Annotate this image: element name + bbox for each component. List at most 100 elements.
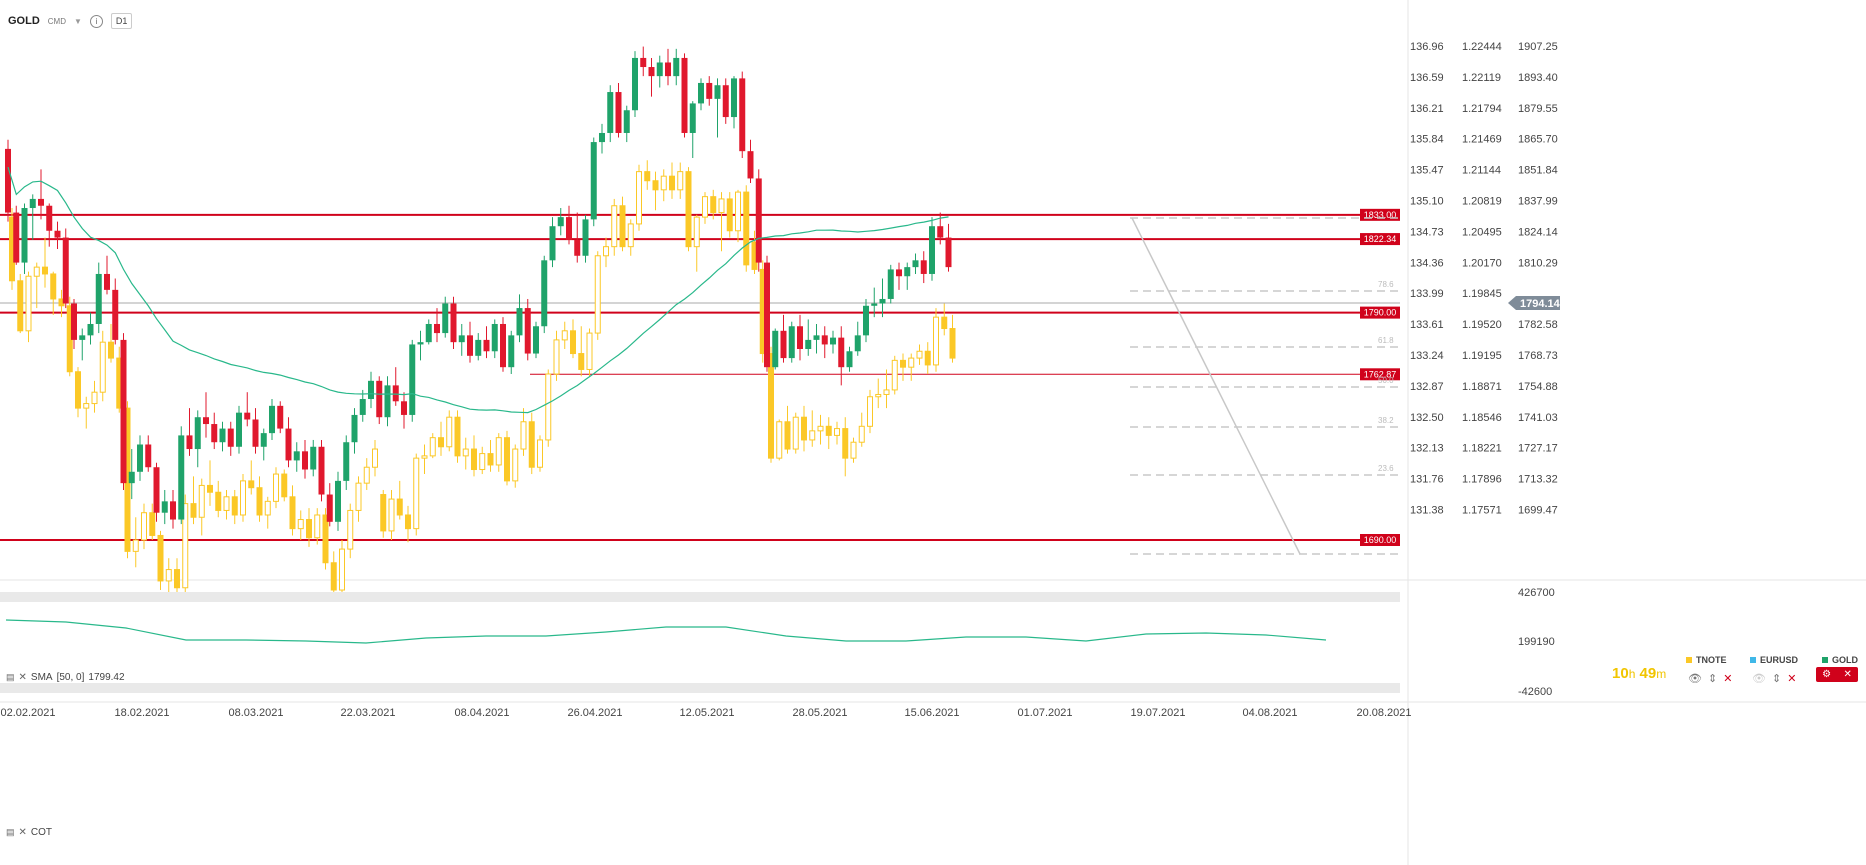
gold-candle	[392, 385, 399, 402]
tnote-candle	[520, 421, 527, 450]
gold-candle	[640, 57, 647, 68]
tnote-candle	[809, 430, 816, 441]
eurusd-axis-tick: 1.21144	[1462, 165, 1501, 177]
eye-icon[interactable]: 👁	[1688, 673, 1702, 685]
eurusd-axis-tick: 1.18546	[1462, 412, 1502, 424]
tnote-axis-tick: 135.47	[1410, 165, 1444, 177]
gold-axis-tick: 1713.32	[1518, 474, 1558, 486]
gold-candle	[153, 467, 160, 513]
gold-candle	[277, 405, 284, 429]
gold-candle	[574, 239, 581, 256]
gold-candle	[269, 405, 275, 434]
tnote-candle	[817, 425, 824, 432]
gold-candle	[458, 335, 465, 343]
gold-candle	[937, 226, 944, 238]
gold-candle	[425, 323, 432, 343]
gold-series-controls[interactable]: ⚙ ✕	[1816, 667, 1858, 682]
gold-axis-tick: 1865.70	[1518, 134, 1558, 146]
tnote-candle	[25, 275, 32, 332]
tnote-candle	[50, 273, 57, 300]
x-axis-tick: 02.02.2021	[0, 707, 55, 719]
gold-candle	[665, 62, 671, 77]
tnote-candle	[355, 482, 362, 511]
indicator-menu-icon[interactable]: ▤	[6, 672, 15, 682]
close-icon[interactable]: ✕	[18, 672, 27, 683]
tnote-axis-tick: 136.21	[1410, 103, 1444, 115]
gold-candle	[302, 451, 308, 470]
settings-icon[interactable]: ⚙	[1822, 669, 1832, 680]
sort-icon[interactable]: ⇕	[1771, 673, 1782, 685]
tnote-candle	[504, 437, 510, 482]
gold-candle	[483, 339, 490, 352]
x-axis-tick: 20.08.2021	[1356, 707, 1411, 719]
tnote-candle	[231, 496, 238, 516]
eurusd-controls[interactable]: 👁 ⇕ ✕	[1752, 672, 1796, 685]
tnote-candle	[174, 569, 180, 589]
tnote-candle	[289, 496, 296, 530]
eurusd-axis-tick: 1.19845	[1462, 288, 1502, 300]
tnote-candle	[17, 280, 24, 332]
indicator-menu-icon[interactable]: ▤	[6, 827, 15, 837]
tnote-axis-tick: 131.38	[1410, 505, 1444, 517]
sma-line	[7, 166, 949, 414]
gold-candle	[846, 351, 853, 368]
gold-candle	[120, 339, 127, 484]
level-tag	[1360, 368, 1400, 381]
gold-candle	[170, 501, 176, 520]
fib-label: 61.8	[1378, 336, 1394, 345]
cot-indicator-label[interactable]: ▤ ✕ COT	[6, 827, 52, 838]
tnote-candle	[330, 562, 337, 591]
gold-candle	[590, 142, 597, 220]
gold-candle	[219, 428, 226, 443]
symbol-label[interactable]: GOLD	[8, 15, 40, 27]
gold-candle	[442, 303, 449, 334]
close-icon[interactable]: ✕	[1787, 673, 1797, 685]
close-icon[interactable]: ✕	[1723, 673, 1733, 685]
tnote-candle	[702, 196, 708, 218]
tnote-candle	[669, 175, 675, 191]
level-label: 1790.00	[1364, 308, 1397, 318]
tnote-axis-tick: 133.24	[1410, 350, 1444, 362]
close-icon[interactable]: ✕	[1843, 669, 1852, 680]
gold-candle	[87, 323, 94, 336]
tnote-candle	[339, 548, 345, 591]
cot-band-bottom	[0, 683, 1400, 693]
eye-icon[interactable]: 👁	[1752, 673, 1766, 685]
tnote-candle	[949, 328, 956, 359]
timeframe-select[interactable]: D1	[110, 13, 133, 29]
gold-candle	[38, 198, 44, 206]
close-icon[interactable]: ✕	[18, 827, 27, 838]
tnote-candle	[792, 416, 799, 450]
level-label: 1833.00	[1364, 210, 1397, 220]
info-icon[interactable]: i	[89, 14, 103, 28]
gold-candle	[912, 260, 919, 268]
gold-candle	[244, 412, 251, 420]
tnote-candle	[768, 353, 774, 459]
gold-candle	[896, 269, 902, 277]
sort-icon[interactable]: ⇕	[1707, 673, 1718, 685]
gold-candle	[879, 298, 886, 304]
gold-candle	[508, 335, 515, 368]
gold-candle	[252, 419, 259, 447]
tnote-axis-tick: 132.87	[1410, 381, 1444, 393]
gold-candle	[227, 428, 234, 447]
tnote-candle	[429, 437, 436, 457]
tnote-candle	[834, 428, 840, 436]
tnote-candle	[776, 421, 783, 459]
sma-indicator-label[interactable]: ▤ ✕ SMA [50, 0] 1799.42	[6, 672, 125, 683]
tnote-controls[interactable]: 👁 ⇕ ✕	[1688, 672, 1732, 685]
gold-candle	[21, 208, 28, 263]
tnote-axis-tick: 133.61	[1410, 319, 1444, 331]
tnote-candle	[900, 359, 906, 368]
cot-band-top	[0, 592, 1400, 602]
tnote-candle	[132, 539, 139, 552]
gold-axis-tick: 1768.73	[1518, 350, 1558, 362]
gold-candle	[566, 217, 572, 240]
chevron-down-icon[interactable]: ▼	[74, 16, 82, 26]
gold-candle	[368, 380, 374, 400]
tnote-candle	[372, 448, 378, 468]
gold-axis-tick: 1727.17	[1518, 443, 1558, 455]
gold-candle	[673, 57, 680, 77]
gold-candle	[838, 337, 845, 368]
